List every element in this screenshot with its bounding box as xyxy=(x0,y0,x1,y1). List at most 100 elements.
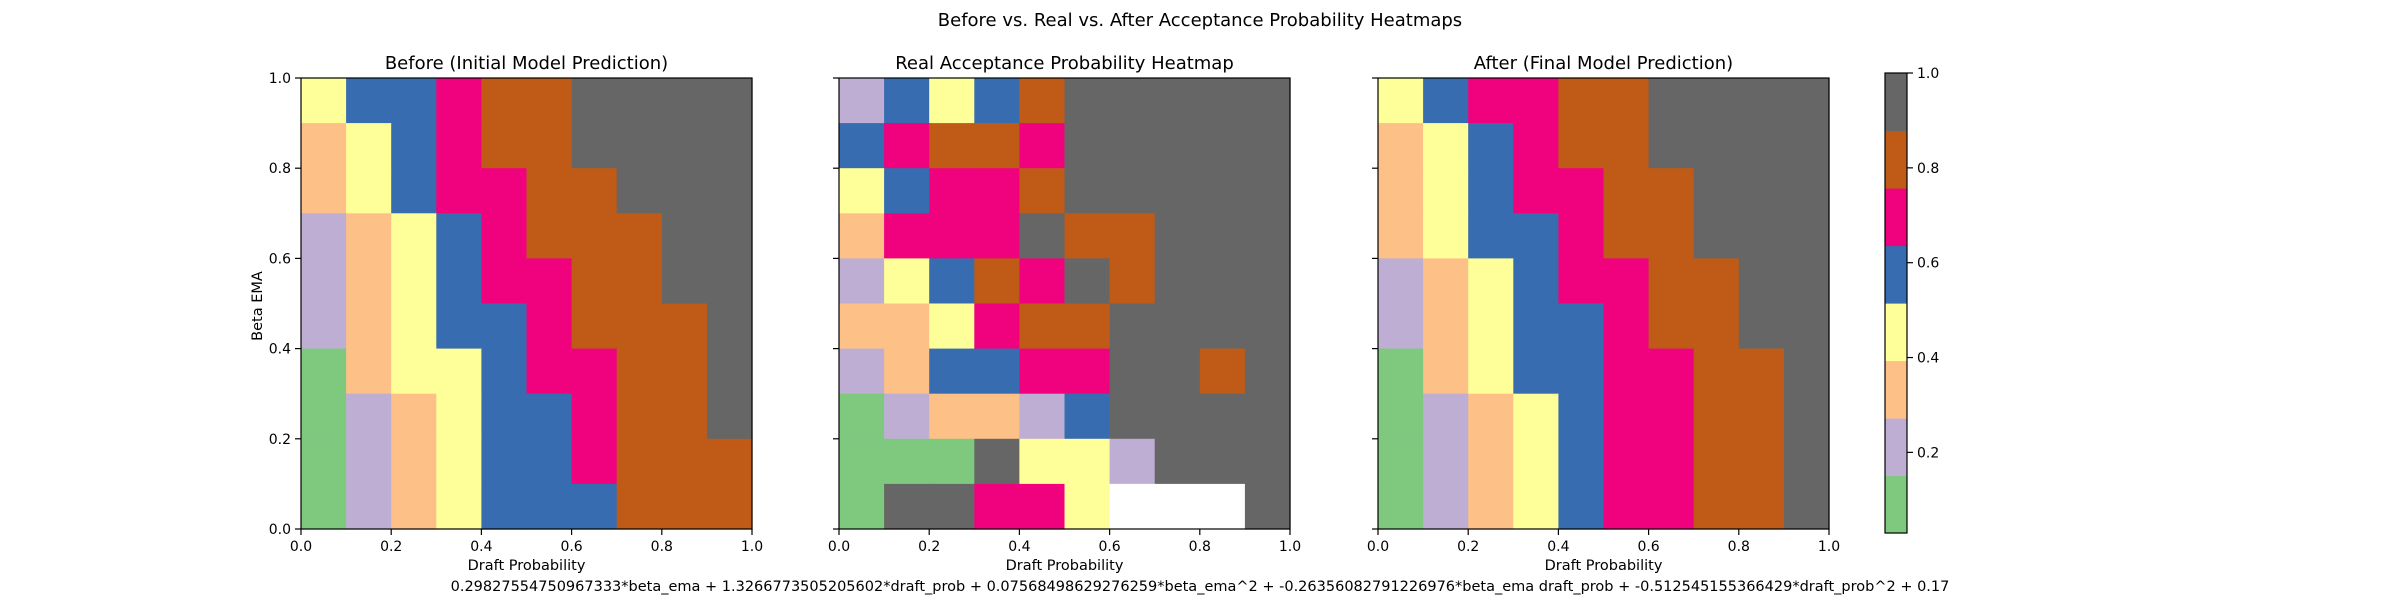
heatmap-cell xyxy=(301,348,347,395)
heatmap-cell xyxy=(1648,483,1695,530)
heatmap-cell xyxy=(1244,348,1291,395)
heatmap-cell xyxy=(1019,483,1066,530)
heatmap-cell xyxy=(1693,78,1740,124)
colorbar-tick-label: 0.4 xyxy=(1917,351,1939,367)
heatmap-cell xyxy=(1423,483,1469,530)
x-axis-label-before: Draft Probability xyxy=(468,558,586,574)
heatmap-cell xyxy=(1693,438,1740,485)
x-axis-label-after: Draft Probability xyxy=(1545,558,1663,574)
heatmap-cell xyxy=(929,483,975,530)
colorbar-segment xyxy=(1885,475,1907,534)
y-tick-label: 0.0 xyxy=(269,522,291,538)
heatmap-cell xyxy=(571,348,618,395)
heatmap-cell xyxy=(301,213,347,259)
heatmap-cell xyxy=(1244,168,1291,214)
heatmap-cell xyxy=(481,213,528,259)
heatmap-cell xyxy=(884,348,930,395)
heatmap-cell xyxy=(1378,393,1424,440)
heatmap-cell xyxy=(1019,393,1066,440)
heatmap-cell xyxy=(1558,258,1605,305)
heatmap-cell xyxy=(481,168,528,214)
heatmap-cell xyxy=(1738,438,1785,485)
x-axis-label-real: Draft Probability xyxy=(1006,558,1124,574)
heatmap-cell xyxy=(1648,258,1695,305)
heatmap-cell xyxy=(1244,258,1291,305)
heatmap-cell xyxy=(839,483,885,530)
heatmap-cell xyxy=(1423,213,1469,259)
heatmap-cell xyxy=(301,438,347,485)
heatmap-cell xyxy=(974,168,1020,214)
heatmap-cell xyxy=(1468,438,1514,485)
heatmap-cell xyxy=(1109,348,1156,395)
heatmap-cell xyxy=(616,348,663,395)
heatmap-cell xyxy=(1603,258,1650,305)
heatmap-cell xyxy=(1603,213,1650,259)
heatmap-cell xyxy=(661,393,708,440)
colorbar-tick-label: 1.0 xyxy=(1917,66,1939,82)
heatmap-cell xyxy=(1693,123,1740,169)
heatmap-cell xyxy=(616,483,663,530)
heatmap-cell xyxy=(839,258,885,305)
x-tick-label: 0.6 xyxy=(1098,539,1120,555)
heatmap-cell xyxy=(1064,258,1111,305)
heatmap-cell xyxy=(1738,213,1785,259)
heatmap-cell xyxy=(1154,213,1201,259)
heatmap-cell xyxy=(661,168,708,214)
x-tick-label: 0.8 xyxy=(651,539,673,555)
heatmap-cell xyxy=(436,78,482,124)
heatmap-cell xyxy=(1109,483,1156,530)
heatmap-cell xyxy=(1378,303,1424,350)
axes-frame xyxy=(300,77,753,530)
heatmap-cell xyxy=(391,483,437,530)
heatmap-cell xyxy=(1738,78,1785,124)
heatmap-cell xyxy=(481,123,528,169)
colorbar-tick-label: 0.6 xyxy=(1917,256,1939,272)
fit-formula: 0.29827554750967333*beta_ema + 1.3266773… xyxy=(451,579,1950,595)
heatmap-cell xyxy=(1513,78,1559,124)
heatmap-cell xyxy=(839,438,885,485)
heatmap-cell xyxy=(1783,348,1830,395)
heatmap-cell xyxy=(1244,123,1291,169)
heatmap-cell xyxy=(1603,348,1650,395)
heatmap-cell xyxy=(526,303,573,350)
heatmap-cell xyxy=(346,393,392,440)
heatmap-cell xyxy=(1783,438,1830,485)
heatmap-cell xyxy=(301,393,347,440)
heatmap-cell xyxy=(346,78,392,124)
x-tick-label: 0.8 xyxy=(1189,539,1211,555)
heatmap-cell xyxy=(1693,393,1740,440)
heatmap-cell xyxy=(1648,438,1695,485)
heatmap-cell xyxy=(526,483,573,530)
heatmap-cell xyxy=(1019,213,1066,259)
heatmap-cell xyxy=(526,168,573,214)
heatmap-cell xyxy=(1603,393,1650,440)
heatmap-cell xyxy=(974,303,1020,350)
y-tick-label: 0.4 xyxy=(269,342,291,358)
heatmap-cell xyxy=(1378,438,1424,485)
heatmap-cell xyxy=(1558,168,1605,214)
heatmap-cell xyxy=(346,483,392,530)
heatmap-cell xyxy=(1558,78,1605,124)
colorbar-segment xyxy=(1885,188,1907,247)
heatmap-cell xyxy=(346,438,392,485)
heatmap-cell xyxy=(661,303,708,350)
heatmap-cell xyxy=(616,258,663,305)
heatmap-cell xyxy=(884,438,930,485)
heatmap-cell xyxy=(1783,78,1830,124)
heatmap-cell xyxy=(526,123,573,169)
y-tick-label: 0.8 xyxy=(269,161,291,177)
heatmap-cell xyxy=(1648,303,1695,350)
x-tick-label: 0.4 xyxy=(1008,539,1030,555)
heatmap-cell xyxy=(1648,78,1695,124)
colorbar-segment xyxy=(1885,245,1907,304)
heatmap-cell xyxy=(929,258,975,305)
heatmap-cell xyxy=(1019,123,1066,169)
heatmap-cell xyxy=(1199,393,1246,440)
heatmap-cell xyxy=(1154,123,1201,169)
heatmap-cell xyxy=(1603,168,1650,214)
heatmap-cell xyxy=(1244,438,1291,485)
heatmap-cell xyxy=(1468,78,1514,124)
heatmap-cell xyxy=(391,303,437,350)
heatmap-cell xyxy=(436,168,482,214)
heatmap-cell xyxy=(1064,213,1111,259)
